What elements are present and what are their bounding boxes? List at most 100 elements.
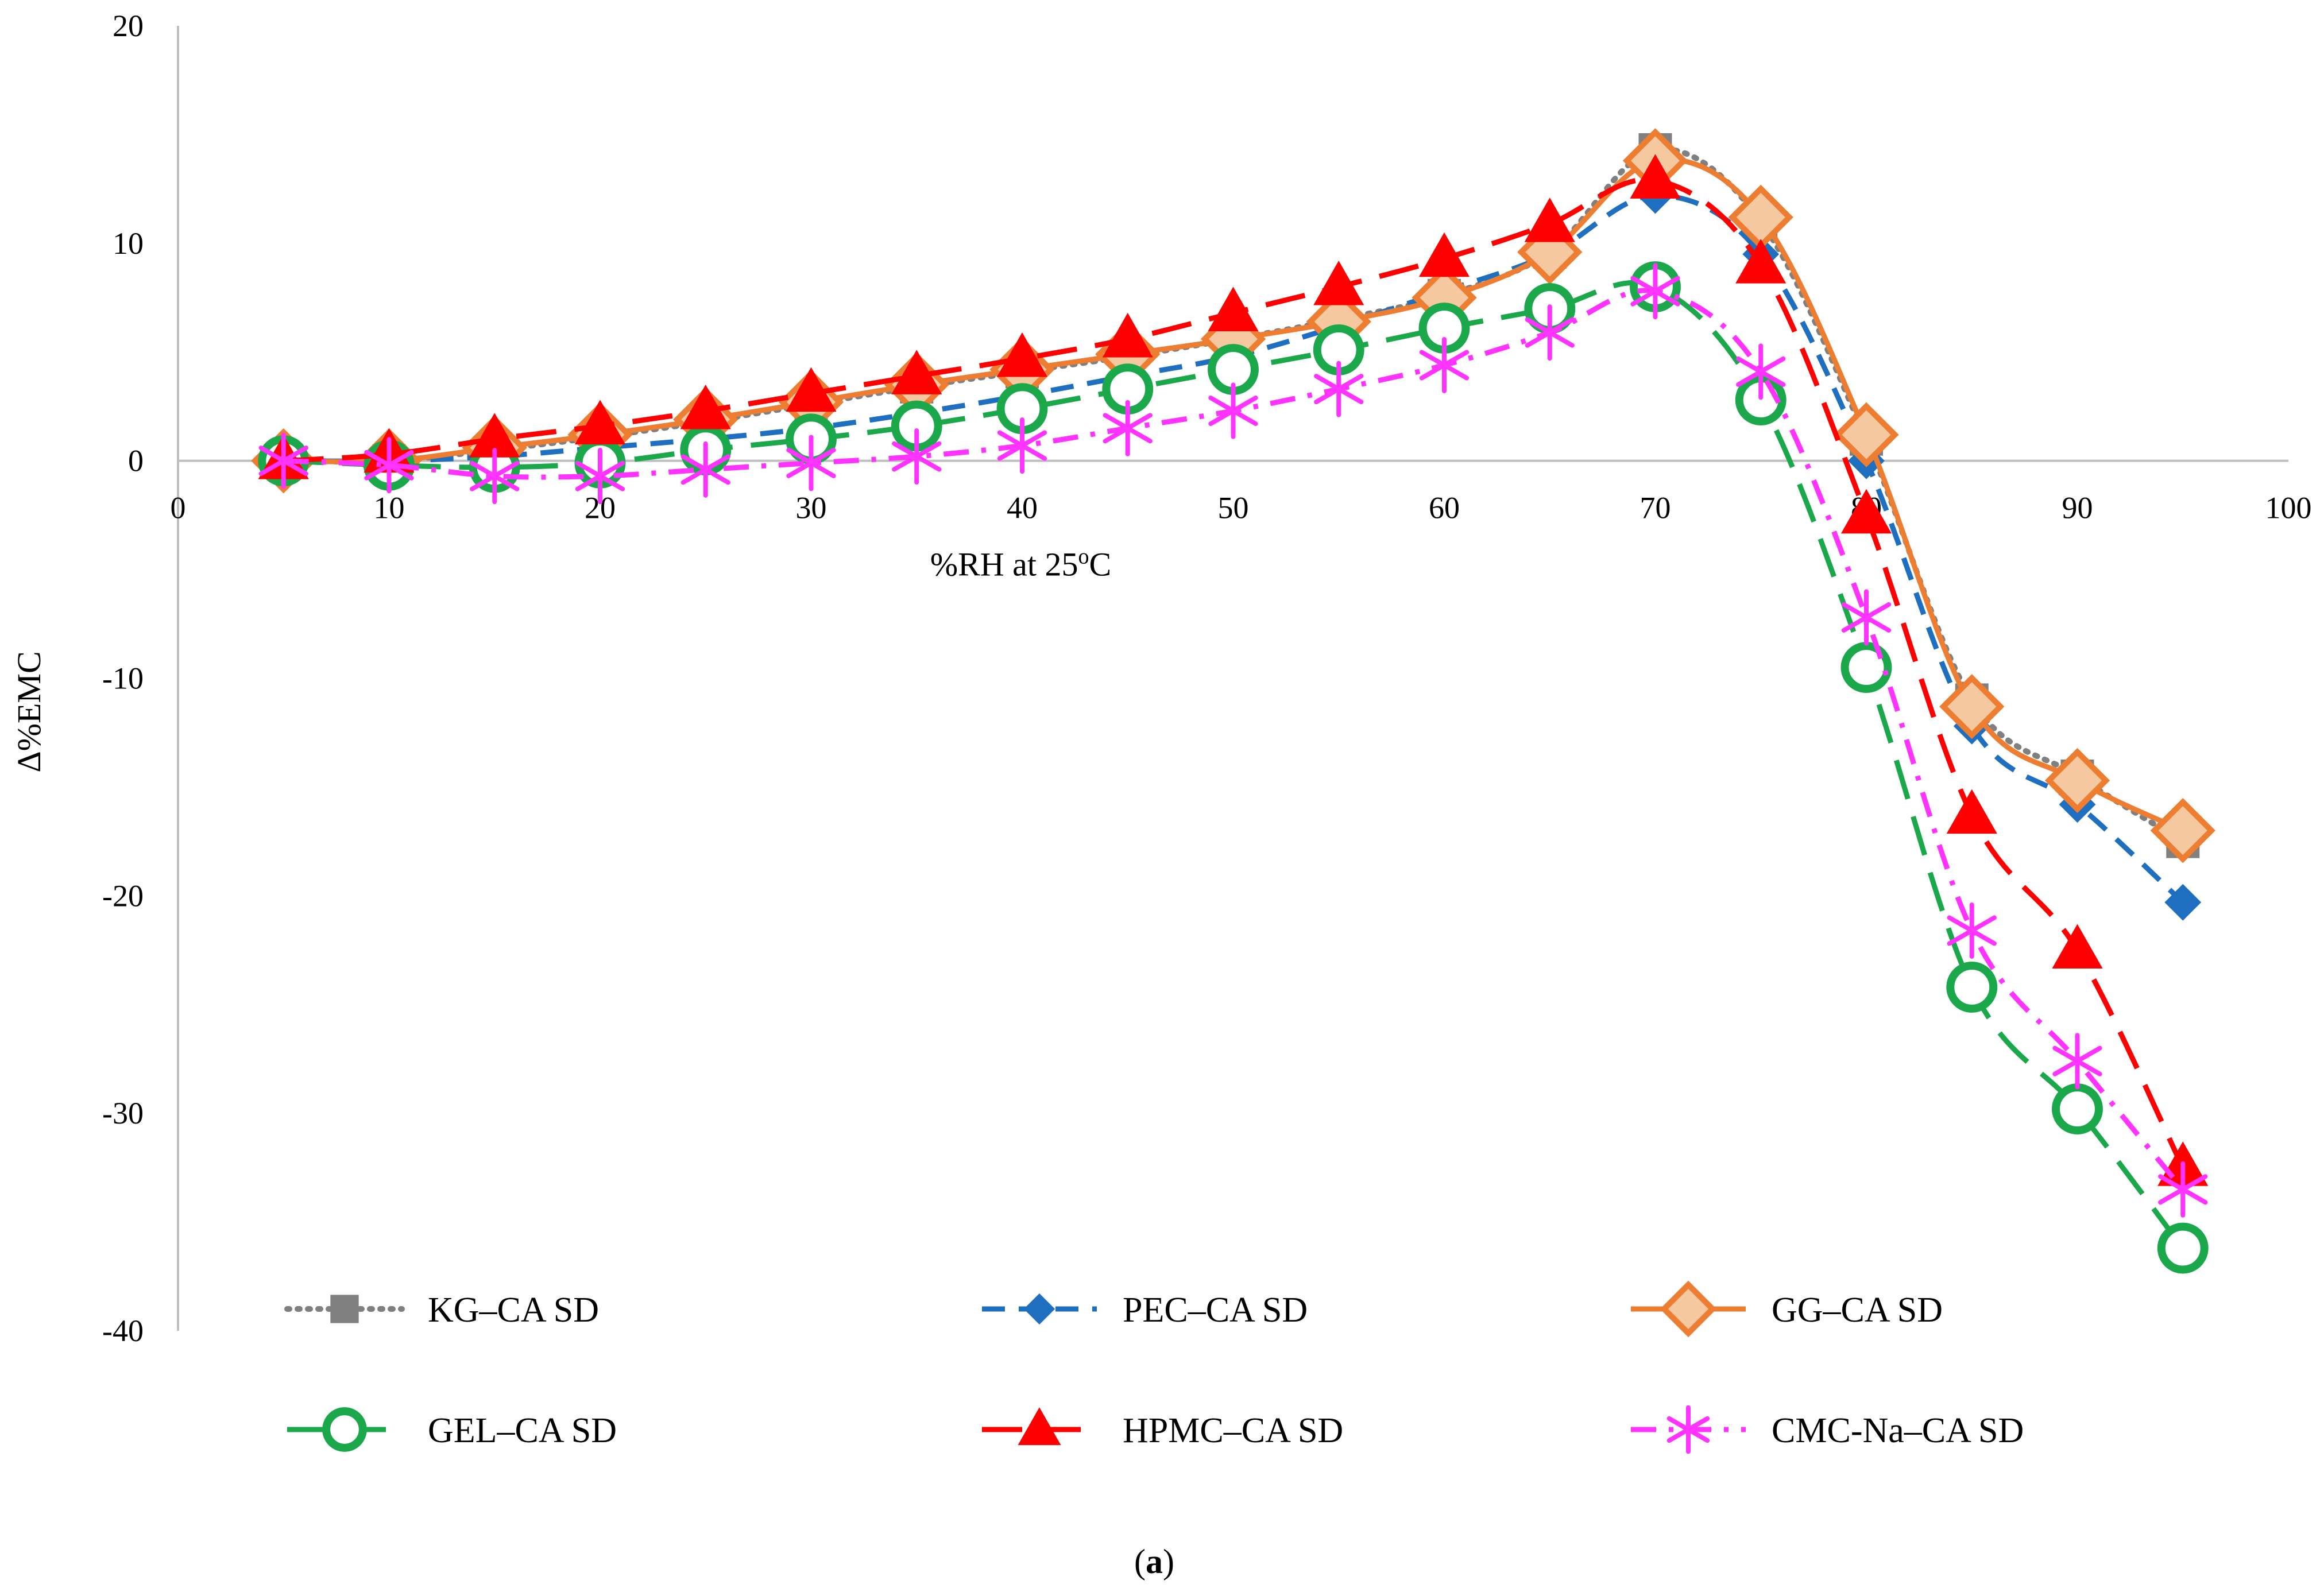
legend: KG–CA SD PEC–CA SD GG–CA SD GEL–CA SD HPMC–C… bbox=[284, 1280, 2024, 1454]
x-tick-label: 40 bbox=[1007, 491, 1038, 525]
x-axis-title-superscript: o bbox=[1078, 545, 1089, 569]
asterisk-stroke bbox=[1314, 374, 1364, 405]
data-point-triangle bbox=[2052, 924, 2103, 969]
data-point-triangle bbox=[574, 400, 626, 444]
data-point-diamond bbox=[1023, 1293, 1055, 1325]
x-tick-label: 70 bbox=[1640, 491, 1671, 525]
data-point-triangle bbox=[1313, 261, 1364, 305]
x-tick-label: 30 bbox=[796, 491, 827, 525]
asterisk-stroke bbox=[1841, 602, 1892, 633]
legend-item: KG–CA SD bbox=[284, 1291, 599, 1330]
data-point-asterisk bbox=[1208, 382, 1258, 439]
asterisk-stroke bbox=[1630, 276, 1680, 307]
y-axis-title: Δ%EMC bbox=[10, 651, 48, 772]
data-point-asterisk bbox=[1947, 902, 1997, 959]
y-tick-label: -40 bbox=[102, 1314, 144, 1348]
asterisk-stroke bbox=[2052, 1045, 2102, 1076]
data-point-triangle bbox=[786, 367, 837, 412]
asterisk-stroke bbox=[1103, 413, 1153, 444]
asterisk-stroke bbox=[470, 460, 520, 491]
data-point-triangle bbox=[1735, 239, 1786, 284]
data-point-asterisk bbox=[258, 432, 308, 489]
data-point-asterisk bbox=[1736, 343, 1786, 400]
data-point-triangle bbox=[469, 413, 520, 458]
series-cmc-na-ca-sd bbox=[258, 263, 2208, 1218]
data-point-asterisk bbox=[470, 448, 520, 505]
data-point-triangle bbox=[680, 384, 731, 429]
data-point-open-circle bbox=[1946, 962, 1998, 1013]
x-axis-title: %RH at 25oC bbox=[930, 545, 1111, 583]
asterisk-stroke bbox=[1419, 350, 1470, 381]
data-point-asterisk bbox=[2158, 1161, 2208, 1218]
caption-letter: a bbox=[1146, 1543, 1163, 1581]
x-tick-label: 0 bbox=[171, 491, 186, 525]
data-point-asterisk bbox=[1314, 361, 1364, 417]
x-tick-label: 60 bbox=[1429, 491, 1460, 525]
series-gg-ca-sd bbox=[251, 128, 2215, 863]
data-point-asterisk bbox=[1103, 400, 1153, 456]
data-point-asterisk bbox=[892, 428, 942, 485]
data-point-open-diamond bbox=[1660, 1280, 1717, 1338]
data-point-asterisk bbox=[575, 448, 625, 505]
data-point-open-diamond bbox=[2150, 798, 2215, 863]
data-point-asterisk bbox=[1419, 336, 1470, 393]
asterisk-stroke bbox=[997, 430, 1047, 461]
asterisk-stroke bbox=[1208, 396, 1258, 427]
data-point-open-circle bbox=[2052, 1083, 2103, 1135]
data-point-open-diamond bbox=[1517, 219, 1583, 285]
data-point-asterisk bbox=[1630, 263, 1680, 320]
y-tick-label: 10 bbox=[113, 226, 144, 261]
legend-label: GEL–CA SD bbox=[428, 1411, 617, 1450]
asterisk-stroke bbox=[1947, 915, 1997, 946]
data-point-asterisk bbox=[364, 437, 414, 494]
legend-label: CMC-Na–CA SD bbox=[1772, 1411, 2024, 1450]
asterisk-stroke bbox=[1666, 1416, 1710, 1443]
caption-close-paren: ) bbox=[1163, 1543, 1174, 1581]
y-tick-label: -20 bbox=[102, 878, 144, 913]
data-point-triangle bbox=[1418, 232, 1470, 277]
data-point-open-diamond bbox=[2044, 747, 2110, 814]
y-tick-label: 20 bbox=[113, 9, 144, 43]
asterisk-stroke bbox=[786, 447, 836, 478]
asterisk-stroke bbox=[680, 454, 730, 485]
legend-item: CMC-Na–CA SD bbox=[1631, 1405, 2024, 1454]
data-point-triangle bbox=[1102, 312, 1153, 358]
series-hpmc-ca-sd bbox=[258, 154, 2209, 1186]
legend-label: PEC–CA SD bbox=[1123, 1291, 1308, 1330]
data-point-triangle bbox=[1208, 286, 1259, 331]
data-point-diamond bbox=[2164, 884, 2202, 921]
legend-item: GEL–CA SD bbox=[287, 1407, 617, 1452]
data-point-open-circle bbox=[1840, 642, 1892, 693]
data-point-open-circle bbox=[2157, 1222, 2209, 1274]
y-tick-labels: 20 10 0 -10 -20 -30 -40 bbox=[102, 9, 144, 1348]
asterisk-stroke bbox=[575, 460, 625, 491]
x-tick-labels: 0102030405060708090100 bbox=[171, 491, 2312, 525]
data-point-asterisk bbox=[1666, 1405, 1710, 1454]
data-point-asterisk bbox=[2052, 1033, 2102, 1090]
data-point-triangle bbox=[1630, 154, 1681, 199]
data-point-triangle bbox=[1840, 489, 1892, 534]
caption-open-paren: ( bbox=[1134, 1543, 1146, 1581]
data-point-triangle bbox=[891, 350, 942, 394]
data-point-asterisk bbox=[680, 441, 730, 498]
x-axis-title-main: %RH at 25 bbox=[930, 546, 1078, 583]
data-point-square bbox=[330, 1295, 359, 1323]
legend-label: HPMC–CA SD bbox=[1123, 1411, 1343, 1450]
legend-label: GG–CA SD bbox=[1772, 1291, 1943, 1330]
asterisk-stroke bbox=[258, 446, 308, 477]
x-tick-label: 50 bbox=[1218, 491, 1249, 525]
y-tick-label: -30 bbox=[102, 1096, 144, 1130]
x-axis-title-suffix: C bbox=[1089, 546, 1112, 583]
x-tick-label: 100 bbox=[2265, 491, 2312, 525]
asterisk-stroke bbox=[364, 450, 414, 481]
series-markers bbox=[258, 154, 2209, 1186]
data-point-asterisk bbox=[997, 417, 1047, 474]
legend-item: PEC–CA SD bbox=[982, 1291, 1308, 1330]
asterisk-stroke bbox=[1525, 317, 1575, 348]
figure-caption: (a) bbox=[1134, 1543, 1174, 1581]
y-tick-label: 0 bbox=[128, 444, 144, 478]
data-point-asterisk bbox=[786, 435, 836, 491]
data-point-triangle bbox=[1018, 1407, 1061, 1446]
series-markers bbox=[258, 263, 2208, 1218]
